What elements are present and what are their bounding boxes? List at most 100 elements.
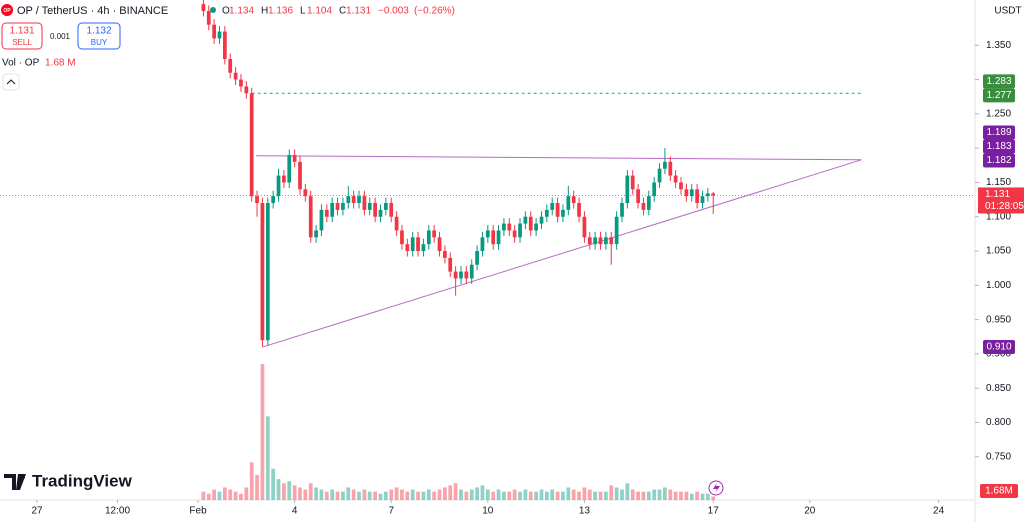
candle-body xyxy=(453,271,458,279)
symbol-icon-text: OP xyxy=(3,8,11,14)
symbol-icon xyxy=(1,4,13,16)
sell-button[interactable] xyxy=(1,22,43,50)
candle-body xyxy=(523,216,528,224)
candle-body xyxy=(212,24,216,39)
candle-body xyxy=(443,251,447,258)
buy-label: BUY xyxy=(91,38,108,47)
y-tick-label: 1.150 xyxy=(986,177,1011,188)
candle-body xyxy=(518,223,522,238)
price-label-box xyxy=(983,125,1015,140)
volume-bar xyxy=(663,487,667,500)
volume-bar xyxy=(625,483,630,500)
volume-bar xyxy=(351,489,356,500)
candle-body xyxy=(491,230,496,245)
ohlc-value: 1.104 xyxy=(307,6,332,17)
volume-bar xyxy=(598,491,603,500)
candle-body xyxy=(335,203,340,210)
x-tick-label: 27 xyxy=(31,506,43,517)
x-tick-label: 4 xyxy=(292,506,298,517)
candle-body xyxy=(421,244,426,252)
candle-body xyxy=(555,203,560,217)
candle-body xyxy=(614,216,619,245)
candle-body xyxy=(351,196,356,204)
candle-body xyxy=(206,10,211,25)
x-tick-label: 12:00 xyxy=(105,506,130,517)
volume-bar xyxy=(523,489,528,500)
candle-body xyxy=(695,189,699,204)
volume-bar xyxy=(389,489,394,500)
volume-bar xyxy=(480,485,485,500)
volume-bar xyxy=(705,493,710,500)
volume-bar xyxy=(630,489,635,500)
price-label: 0.910 xyxy=(986,342,1011,353)
volume-bar xyxy=(496,489,501,500)
x-tick-label: 13 xyxy=(579,506,591,517)
volume-bar xyxy=(335,491,340,500)
sell-price: 1.131 xyxy=(9,26,34,37)
volume-bar xyxy=(641,491,646,500)
y-tick-label: 0.950 xyxy=(986,314,1011,325)
candle-body xyxy=(534,223,538,231)
candle-body xyxy=(598,237,603,245)
volume-bar xyxy=(534,491,538,500)
y-tick-label: 1.050 xyxy=(986,246,1011,257)
candle-body xyxy=(426,230,431,245)
volume-bar xyxy=(587,489,592,500)
volume-bar xyxy=(341,491,345,500)
market-status xyxy=(210,7,216,13)
volume-bar xyxy=(695,491,699,500)
volume-bar xyxy=(636,491,640,500)
volume-bar xyxy=(555,491,560,500)
volume-bar xyxy=(469,489,474,500)
volume-bar xyxy=(410,489,415,500)
volume-bar xyxy=(657,489,662,500)
candle-body xyxy=(485,230,490,238)
volume-bar xyxy=(689,493,694,500)
buy-button[interactable] xyxy=(77,22,121,50)
volume-label: 1.68M xyxy=(985,486,1013,497)
y-tick-label: 1.350 xyxy=(986,40,1011,51)
candle-body xyxy=(587,237,592,245)
volume-bar xyxy=(206,493,211,500)
candle-body xyxy=(689,189,694,197)
y-tick-label: 0.800 xyxy=(986,417,1011,428)
candle-body xyxy=(303,189,308,197)
volume-bar xyxy=(222,487,227,500)
change-pct: (−0.26%) xyxy=(414,6,455,17)
volume-bar xyxy=(539,489,544,500)
collapse-button[interactable] xyxy=(2,73,20,91)
volume-bar xyxy=(260,364,265,500)
ohlc-value: 1.136 xyxy=(268,6,293,17)
volume-bar xyxy=(308,483,313,500)
candle-body xyxy=(507,223,512,231)
candle-body xyxy=(475,251,479,265)
volume-bar xyxy=(282,483,286,500)
volume-bar xyxy=(217,491,222,500)
x-tick-label: 24 xyxy=(933,506,945,517)
volume-bar xyxy=(700,493,705,500)
volume-bar xyxy=(485,489,490,500)
y-tick-label: 0.850 xyxy=(986,383,1011,394)
brand-name: TradingView xyxy=(32,471,133,490)
volume-bar xyxy=(507,491,512,500)
candle-body xyxy=(217,31,222,39)
brand-logo-dot xyxy=(19,474,25,480)
volume-bar xyxy=(459,489,463,500)
ohlc-value: 1.131 xyxy=(346,6,371,17)
volume-bar xyxy=(255,474,259,500)
volume-bar xyxy=(646,491,651,500)
candle-body xyxy=(249,93,254,197)
candle-body xyxy=(679,182,683,190)
candle-body xyxy=(282,175,286,183)
candle-body xyxy=(410,237,415,252)
volume-bar xyxy=(276,479,281,500)
change: −0.003 xyxy=(378,6,409,17)
volume-bar xyxy=(314,487,318,500)
y-tick-label: 1.000 xyxy=(986,280,1011,291)
volume-bar xyxy=(265,416,270,500)
volume-bar xyxy=(367,491,372,500)
candle-body xyxy=(673,175,678,183)
volume-bar xyxy=(357,491,361,500)
volume-bar xyxy=(593,491,598,500)
